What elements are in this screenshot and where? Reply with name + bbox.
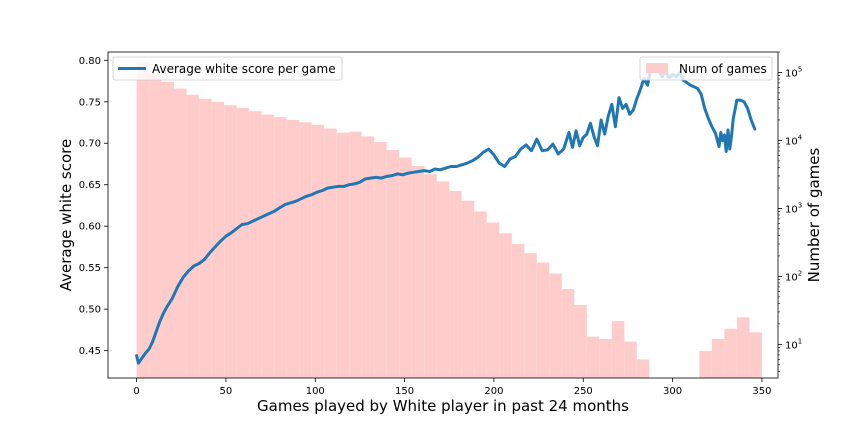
- y-left-tick-label: 0.80: [79, 56, 101, 67]
- legend-right-label: Num of games: [679, 62, 767, 76]
- histogram-bar: [361, 136, 375, 378]
- histogram-bar: [411, 166, 425, 378]
- x-axis-ticks: 0 50 100 150 200 250 300 350: [133, 378, 771, 397]
- histogram-bar: [261, 114, 275, 379]
- histogram-bar: [374, 141, 387, 378]
- y-right-tick-label: 104: [785, 133, 803, 147]
- histogram-bar: [436, 181, 450, 378]
- histogram-bar: [424, 174, 437, 378]
- histogram-bars: [136, 62, 762, 379]
- histogram-bar: [586, 336, 600, 378]
- legend-right: Num of games: [639, 56, 773, 81]
- legend-left-label: Average white score per game: [152, 62, 336, 76]
- histogram-bar: [336, 132, 350, 378]
- histogram-bar: [161, 81, 175, 379]
- y-right-tick-label: 101: [785, 337, 802, 351]
- histogram-bar: [624, 341, 637, 378]
- x-tick-label: 0: [133, 386, 139, 397]
- histogram-bar: [249, 111, 262, 378]
- legend-bar-swatch: [646, 63, 668, 73]
- histogram-bar: [286, 119, 300, 379]
- y-left-tick-label: 0.75: [79, 97, 101, 108]
- histogram-bar: [736, 317, 750, 378]
- y-left-tick-label: 0.70: [79, 139, 101, 150]
- histogram-bar: [349, 131, 362, 378]
- histogram-bar: [524, 253, 537, 378]
- histogram-bar: [199, 98, 212, 378]
- histogram-bar: [186, 94, 200, 378]
- y-right-axis-ticks: 101 102 103 104 105: [778, 51, 803, 372]
- histogram-bar: [236, 108, 250, 379]
- x-tick-label: 250: [574, 386, 593, 397]
- histogram-bar: [399, 157, 412, 378]
- score-line: [135, 64, 757, 365]
- histogram-bar: [711, 338, 725, 378]
- histogram-bar: [574, 304, 587, 378]
- y-left-tick-label: 0.60: [79, 222, 101, 233]
- histogram-bar: [224, 105, 237, 379]
- histogram-bar: [511, 243, 525, 378]
- legend-left: Average white score per game: [112, 56, 343, 81]
- y-left-axis-ticks: 0.45 0.50 0.55 0.60 0.65 0.70 0.75 0.80: [79, 56, 108, 357]
- histogram-bar: [311, 124, 325, 378]
- legend-right-box: [639, 56, 773, 81]
- x-tick-label: 350: [752, 386, 771, 397]
- histogram-bar: [599, 338, 612, 378]
- histogram-bar: [499, 233, 512, 378]
- histogram-bar: [274, 117, 287, 378]
- y-left-axis-label: Average white score: [57, 139, 75, 292]
- histogram-bar: [449, 191, 462, 378]
- histogram-bar: [724, 328, 737, 378]
- histogram-bar: [549, 273, 562, 378]
- x-tick-label: 100: [306, 386, 325, 397]
- histogram-bar: [636, 359, 650, 378]
- y-left-tick-label: 0.55: [79, 263, 101, 274]
- x-tick-label: 300: [663, 386, 682, 397]
- histogram-bar: [174, 88, 187, 378]
- histogram-bar: [149, 73, 162, 378]
- y-left-tick-label: 0.65: [79, 180, 101, 191]
- histogram-bar: [561, 289, 575, 378]
- histogram-bar: [386, 150, 400, 378]
- histogram-bar: [611, 321, 625, 378]
- histogram-bar: [324, 128, 337, 378]
- x-tick-label: 50: [220, 386, 233, 397]
- y-right-tick-label: 102: [785, 269, 802, 283]
- histogram-bar: [474, 211, 487, 378]
- y-right-tick-label: 103: [785, 201, 802, 215]
- x-axis-label: Games played by White player in past 24 …: [257, 397, 629, 415]
- histogram-bar: [136, 62, 150, 378]
- histogram-bar: [536, 262, 550, 378]
- y-left-tick-label: 0.50: [79, 305, 101, 316]
- y-left-tick-label: 0.45: [79, 346, 101, 357]
- y-right-axis-label: Number of games: [805, 148, 823, 283]
- histogram-bar: [211, 101, 225, 378]
- histogram-bar: [461, 200, 475, 378]
- score-series-line: [135, 64, 757, 365]
- legend-left-box: [112, 56, 343, 81]
- histogram-bar: [699, 350, 712, 378]
- x-tick-label: 200: [484, 386, 503, 397]
- histogram-bar: [749, 332, 762, 378]
- x-tick-label: 150: [395, 386, 414, 397]
- y-right-tick-label: 105: [785, 65, 802, 79]
- histogram-bar: [486, 222, 500, 378]
- histogram-bar: [299, 122, 312, 379]
